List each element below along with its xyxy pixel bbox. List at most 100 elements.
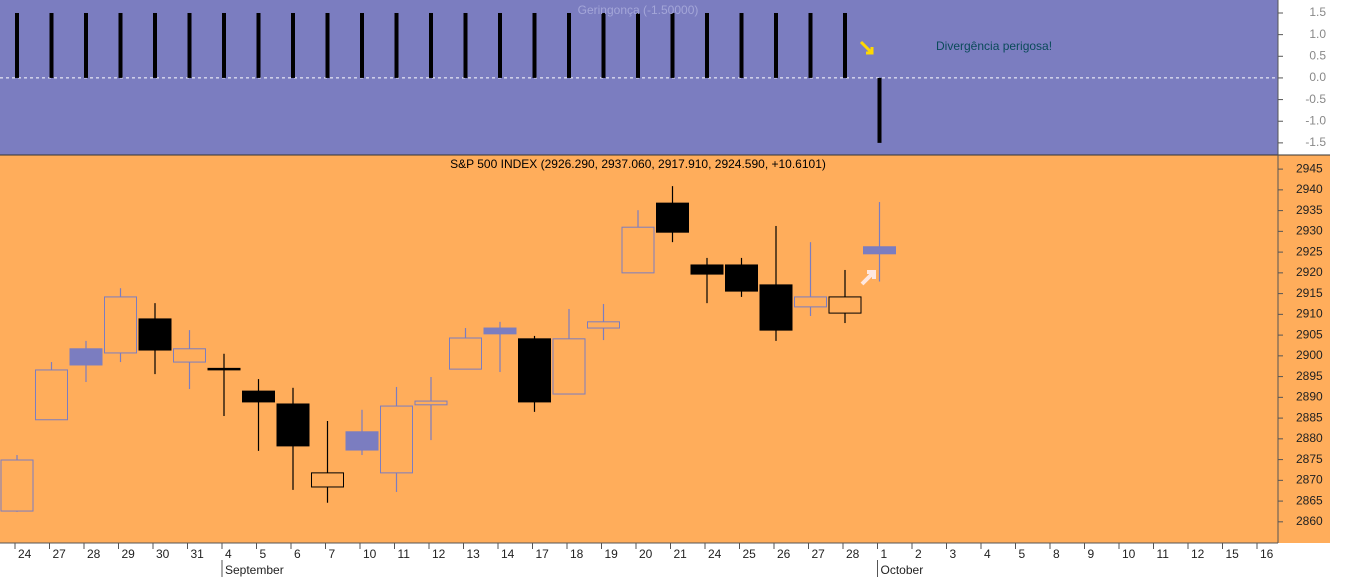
x-tick-label: 29 [122, 547, 136, 561]
x-tick-label: 27 [53, 547, 67, 561]
indicator-bar [49, 12, 54, 78]
indicator-bar [705, 12, 709, 78]
indicator-bar [532, 12, 537, 78]
x-tick-label: 26 [777, 547, 791, 561]
candle-body [345, 431, 379, 451]
candle-body [276, 403, 310, 447]
candle-body [863, 246, 896, 255]
candle-body [690, 264, 724, 275]
candle-body [552, 338, 586, 395]
y-tick-label: 2875 [1296, 452, 1323, 466]
candle-body [725, 264, 758, 292]
y-tick-label: 2915 [1296, 286, 1323, 300]
x-tick-label: 4 [225, 547, 232, 561]
y-tick-label: 2930 [1296, 224, 1323, 238]
month-label: September [225, 563, 284, 577]
indicator-bar [463, 12, 468, 78]
x-tick-label: 5 [1019, 547, 1026, 561]
x-tick-label: 5 [260, 547, 267, 561]
x-tick-label: 7 [329, 547, 336, 561]
x-tick-label: 1 [881, 547, 888, 561]
indicator-bar [670, 12, 675, 78]
x-tick-label: 17 [536, 547, 550, 561]
x-tick-label: 12 [1191, 547, 1205, 561]
x-tick-label: 4 [984, 547, 991, 561]
y-tick-label: 2920 [1296, 265, 1323, 279]
x-tick-label: 30 [156, 547, 170, 561]
indicator-bar [394, 12, 399, 78]
yellow-arrow [859, 40, 874, 55]
x-tick-label: 19 [605, 547, 619, 561]
indicator-bar [877, 77, 882, 143]
x-tick-label: 13 [467, 547, 481, 561]
x-tick-label: 6 [294, 547, 301, 561]
indicator-bar [325, 12, 330, 78]
x-tick-label: 24 [708, 547, 722, 561]
indicator-bar [84, 12, 88, 78]
candle-body [587, 321, 620, 329]
y-tick-label: 2900 [1296, 348, 1323, 362]
x-tick-label: 12 [432, 547, 446, 561]
candle-body [104, 296, 137, 354]
x-tick-label: 10 [1122, 547, 1136, 561]
x-tick-label: 10 [363, 547, 377, 561]
indicator-bar [360, 12, 364, 78]
x-tick-label: 16 [1260, 547, 1274, 561]
y-tick-label: 2945 [1296, 161, 1323, 175]
y-tick-label: 2905 [1296, 327, 1323, 341]
x-tick-label: 3 [950, 547, 957, 561]
indicator-bar [808, 12, 813, 78]
indicator-bar [429, 12, 433, 78]
indicator-bar [256, 12, 261, 78]
x-tick-label: 27 [812, 547, 826, 561]
y-tick-label: 2890 [1296, 390, 1323, 404]
indicator-bar [498, 12, 502, 78]
indicator-bar [843, 12, 847, 78]
candle-body [759, 284, 793, 331]
y-tick-label: 2895 [1296, 369, 1323, 383]
white-arrow [860, 270, 876, 286]
month-label: October [881, 563, 924, 577]
candle-body [35, 369, 68, 421]
candle-body [828, 296, 862, 314]
y-tick-label: 2880 [1296, 431, 1323, 445]
y-tick-label: -1.0 [1305, 113, 1326, 127]
y-tick-label: 2870 [1296, 473, 1323, 487]
x-tick-label: 2 [915, 547, 922, 561]
indicator-bar [187, 12, 192, 78]
y-tick-label: 1.0 [1309, 27, 1326, 41]
x-tick-label: 15 [1226, 547, 1240, 561]
candle-body [656, 202, 689, 233]
x-tick-label: 31 [191, 547, 205, 561]
x-tick-label: 11 [398, 547, 411, 561]
y-tick-label: 2940 [1296, 182, 1323, 196]
x-tick-label: 24 [18, 547, 32, 561]
y-tick-label: 2935 [1296, 203, 1323, 217]
indicator-bar [222, 12, 226, 78]
indicator-bar [739, 12, 744, 78]
candle-body [138, 318, 172, 351]
candle-body [621, 226, 655, 274]
x-tick-label: 25 [743, 547, 757, 561]
candle-body [69, 348, 103, 366]
annotation: Divergência perigosa! [936, 39, 1052, 53]
candle-body [207, 367, 241, 371]
indicator-title: Geringonça (-1.50000) [578, 3, 699, 17]
x-tick-label: 21 [674, 547, 688, 561]
indicator-bar [601, 12, 606, 78]
y-tick-label: -0.5 [1305, 92, 1326, 106]
y-tick-label: 2885 [1296, 410, 1323, 424]
chart-title: S&P 500 INDEX (2926.290, 2937.060, 2917.… [450, 157, 826, 171]
candle-body [0, 459, 34, 512]
indicator-bar [636, 12, 640, 78]
indicator-bar [15, 12, 19, 78]
candle-body [449, 337, 482, 370]
x-tick-label: 20 [639, 547, 653, 561]
indicator-bar [567, 12, 571, 78]
x-tick-label: 8 [1053, 547, 1060, 561]
indicator-bar [774, 12, 778, 78]
y-tick-label: -1.5 [1305, 135, 1326, 149]
candle-body [311, 472, 344, 488]
